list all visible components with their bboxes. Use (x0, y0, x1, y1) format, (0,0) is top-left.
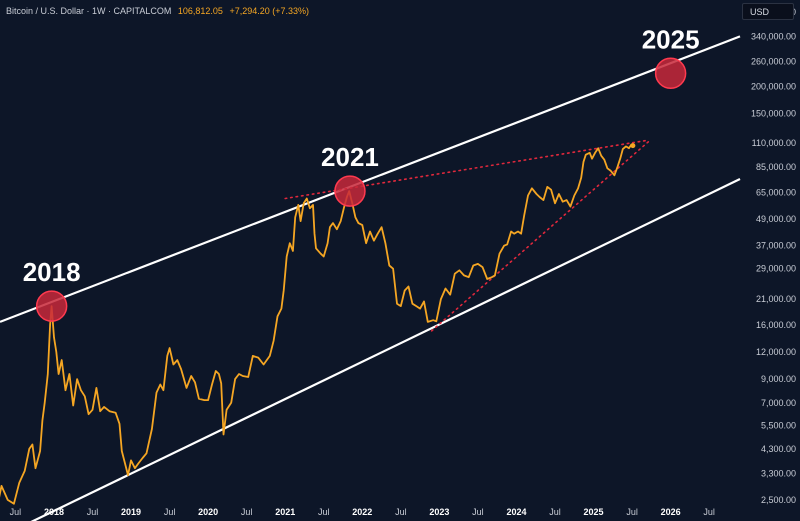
x-tick-label: Jul (703, 507, 715, 517)
y-tick-label: 65,000.00 (756, 188, 796, 198)
channel-lines (0, 35, 741, 521)
annotation-label: 2021 (321, 142, 379, 172)
x-tick-label: Jul (395, 507, 407, 517)
marker-circle (654, 57, 687, 90)
x-tick-label: Jul (87, 507, 99, 517)
channel-line (30, 178, 741, 521)
y-tick-label: 37,000.00 (756, 241, 796, 251)
annotations: 2018 2021 2025 (23, 24, 700, 322)
x-tick-label: 2024 (506, 507, 526, 517)
y-tick-label: 49,000.00 (756, 214, 796, 224)
y-tick-label: 5,500.00 (761, 421, 796, 431)
x-tick-label: 2026 (661, 507, 681, 517)
y-tick-label: 200,000.00 (751, 81, 796, 91)
x-tick-label: Jul (626, 507, 638, 517)
x-tick-label: 2022 (352, 507, 372, 517)
y-tick-label: 110,000.00 (752, 138, 796, 148)
x-tick-label: 2020 (198, 507, 218, 517)
price-series (0, 143, 636, 505)
currency-button[interactable]: USD (742, 3, 794, 20)
y-tick-label: 9,000.00 (761, 374, 796, 384)
y-tick-label: 7,000.00 (761, 398, 796, 408)
x-tick-label: Jul (241, 507, 253, 517)
x-tick-label: Jul (164, 507, 176, 517)
x-tick-label: 2023 (429, 507, 449, 517)
x-tick-label: 2021 (275, 507, 295, 517)
x-tick-label: Jul (318, 507, 330, 517)
y-tick-label: 85,000.00 (756, 162, 796, 172)
x-tick-label: 2025 (584, 507, 604, 517)
y-tick-label: 4,300.00 (761, 444, 796, 454)
y-tick-label: 12,000.00 (756, 347, 796, 357)
price-series-line (0, 143, 634, 505)
symbol-header: Bitcoin / U.S. Dollar · 1W · CAPITALCOM … (6, 6, 309, 16)
price-change: +7,294.20 (+7.33%) (229, 6, 310, 16)
last-price-point (630, 143, 636, 149)
x-tick-label: Jul (10, 507, 22, 517)
marker-circle (35, 290, 68, 322)
y-tick-label: 340,000.00 (751, 31, 796, 41)
wedge-line (430, 140, 650, 332)
y-tick-label: 2,500.00 (761, 495, 796, 505)
marker-circle (334, 175, 366, 207)
x-tick-label: 2019 (121, 507, 141, 517)
x-tick-label: Jul (549, 507, 561, 517)
y-tick-label: 29,000.00 (756, 264, 796, 274)
last-price: 106,812.05 (177, 6, 223, 16)
y-tick-label: 16,000.00 (756, 320, 796, 330)
y-tick-label: 3,300.00 (761, 469, 796, 479)
annotation-label: 2018 (23, 257, 81, 287)
x-tick-label: Jul (472, 507, 484, 517)
y-tick-label: 21,000.00 (756, 294, 796, 304)
symbol-title: Bitcoin / U.S. Dollar · 1W · CAPITALCOM (6, 6, 172, 16)
y-tick-label: 150,000.00 (751, 109, 796, 119)
annotation-label: 2025 (642, 24, 700, 54)
y-tick-label: 260,000.00 (751, 57, 796, 67)
channel-line (0, 35, 741, 323)
